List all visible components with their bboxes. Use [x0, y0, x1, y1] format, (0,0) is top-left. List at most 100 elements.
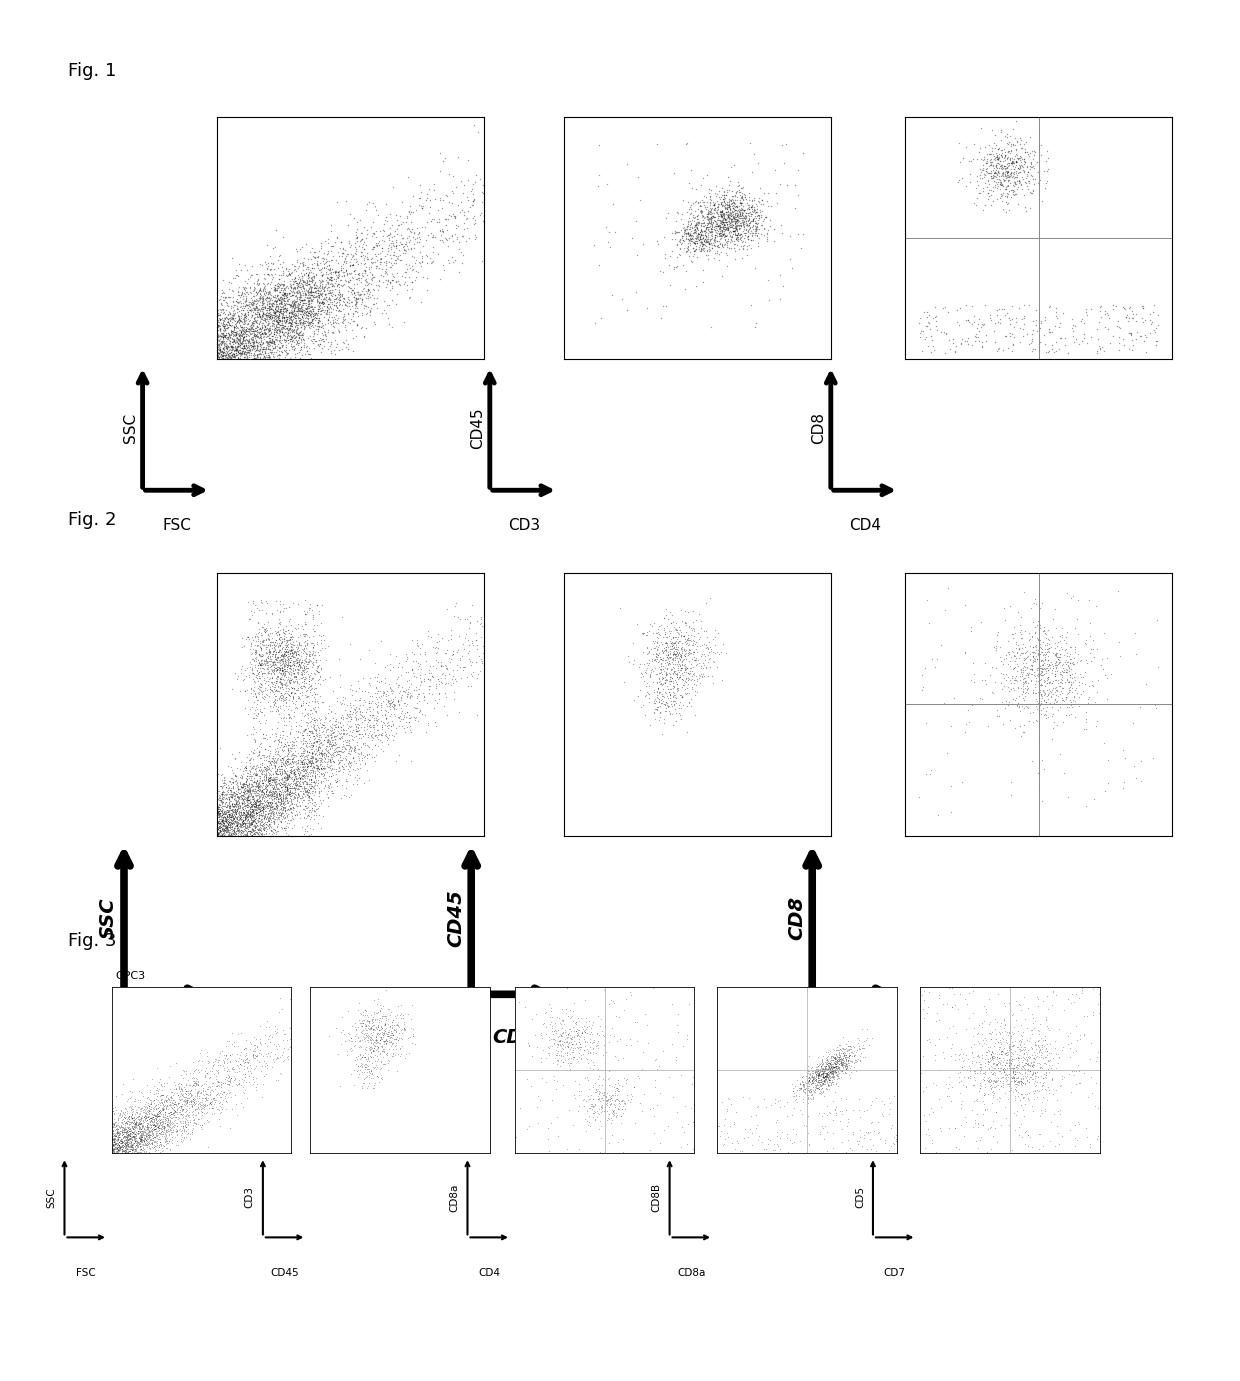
Point	[670, 703, 689, 725]
Point	[247, 293, 267, 315]
Point	[242, 818, 262, 840]
Point	[575, 1047, 595, 1069]
Point	[268, 307, 288, 329]
Point	[120, 1112, 140, 1134]
Point	[728, 226, 748, 249]
Point	[296, 692, 316, 714]
Point	[285, 772, 305, 794]
Point	[239, 780, 259, 802]
Point	[294, 728, 314, 750]
Point	[265, 301, 285, 323]
Point	[1011, 644, 1030, 666]
Point	[213, 333, 233, 355]
Point	[233, 775, 253, 797]
Point	[299, 798, 319, 820]
Point	[263, 762, 283, 784]
Point	[734, 199, 754, 221]
Point	[109, 1124, 129, 1146]
Point	[159, 1120, 179, 1142]
Point	[258, 766, 278, 789]
Point	[997, 162, 1017, 184]
Point	[999, 152, 1019, 174]
Point	[399, 267, 419, 289]
Point	[299, 670, 319, 692]
Point	[735, 210, 755, 232]
Point	[252, 673, 272, 695]
Point	[732, 235, 751, 257]
Point	[223, 761, 243, 783]
Point	[1022, 327, 1042, 349]
Point	[260, 800, 280, 822]
Point	[274, 260, 294, 282]
Point	[978, 1070, 998, 1092]
Point	[717, 218, 737, 240]
Point	[1118, 297, 1138, 319]
Point	[295, 307, 315, 329]
Point	[362, 1010, 382, 1032]
Point	[227, 773, 247, 795]
Point	[848, 1039, 868, 1061]
Point	[270, 671, 290, 693]
Point	[130, 1130, 150, 1152]
Point	[737, 214, 756, 236]
Point	[274, 318, 294, 340]
Point	[806, 1069, 826, 1091]
Point	[312, 714, 332, 736]
Point	[174, 1112, 193, 1134]
Point	[255, 783, 275, 805]
Point	[650, 673, 670, 695]
Point	[226, 290, 246, 312]
Point	[281, 336, 301, 358]
Point	[372, 1016, 392, 1039]
Point	[320, 724, 340, 746]
Point	[274, 283, 294, 305]
Point	[863, 1110, 883, 1132]
Point	[810, 1062, 830, 1084]
Point	[226, 1068, 246, 1090]
Point	[118, 1121, 138, 1143]
Point	[229, 300, 249, 322]
Point	[724, 240, 744, 262]
Point	[360, 692, 379, 714]
Point	[301, 760, 321, 782]
Point	[237, 801, 257, 823]
Point	[277, 653, 296, 675]
Point	[1007, 668, 1027, 690]
Point	[115, 1128, 135, 1150]
Point	[1002, 1066, 1022, 1088]
Point	[275, 750, 295, 772]
Point	[288, 646, 308, 668]
Point	[254, 697, 274, 720]
Point	[1064, 685, 1084, 707]
Point	[319, 271, 339, 293]
Point	[264, 304, 284, 326]
Point	[279, 610, 299, 632]
Point	[159, 1102, 179, 1124]
Point	[730, 207, 750, 229]
Point	[666, 703, 686, 725]
Point	[573, 1021, 593, 1043]
Point	[219, 347, 239, 369]
Point	[565, 1019, 585, 1041]
Point	[253, 291, 273, 313]
Point	[363, 1018, 383, 1040]
Point	[821, 1065, 841, 1087]
Point	[553, 1022, 573, 1044]
Point	[285, 267, 305, 289]
Point	[169, 1091, 188, 1113]
Point	[1022, 1051, 1042, 1073]
Point	[1030, 637, 1050, 659]
Point	[1060, 642, 1080, 664]
Point	[236, 773, 255, 795]
Point	[319, 776, 339, 798]
Point	[259, 769, 279, 791]
Point	[401, 1008, 420, 1030]
Point	[981, 193, 1001, 215]
Point	[1013, 156, 1033, 178]
Point	[237, 1056, 257, 1079]
Point	[212, 812, 232, 834]
Point	[140, 1138, 160, 1160]
Point	[112, 1138, 131, 1160]
Point	[288, 594, 308, 616]
Point	[1032, 1043, 1052, 1065]
